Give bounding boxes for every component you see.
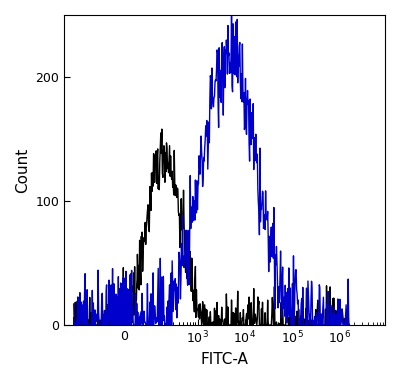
Y-axis label: Count: Count (15, 147, 30, 193)
X-axis label: FITC-A: FITC-A (201, 352, 248, 367)
